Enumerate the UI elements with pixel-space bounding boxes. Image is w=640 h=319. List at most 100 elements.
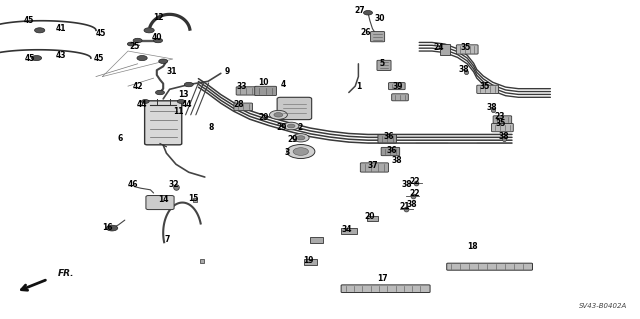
Circle shape bbox=[296, 136, 305, 140]
Text: 42: 42 bbox=[132, 82, 143, 91]
Text: 11: 11 bbox=[173, 107, 184, 116]
Text: 22: 22 bbox=[410, 189, 420, 198]
Text: 38: 38 bbox=[401, 180, 412, 189]
Circle shape bbox=[144, 28, 154, 33]
Circle shape bbox=[137, 56, 147, 61]
Circle shape bbox=[284, 122, 299, 130]
Text: SV43-B0402A: SV43-B0402A bbox=[579, 303, 627, 309]
Text: 36: 36 bbox=[387, 146, 397, 155]
Text: 29: 29 bbox=[276, 123, 287, 132]
Text: 24: 24 bbox=[433, 43, 444, 52]
Text: 6: 6 bbox=[118, 134, 123, 143]
FancyBboxPatch shape bbox=[381, 147, 400, 156]
Text: 17: 17 bbox=[378, 274, 388, 283]
Text: 2: 2 bbox=[297, 123, 302, 132]
Text: 46: 46 bbox=[128, 180, 138, 189]
Bar bbox=[310, 237, 323, 243]
Text: 44: 44 bbox=[182, 100, 192, 109]
FancyBboxPatch shape bbox=[492, 123, 513, 132]
Text: 3: 3 bbox=[284, 148, 289, 157]
Text: 18: 18 bbox=[467, 242, 477, 251]
Text: 15: 15 bbox=[188, 194, 198, 203]
Text: 38: 38 bbox=[406, 200, 417, 209]
FancyBboxPatch shape bbox=[255, 86, 276, 96]
Text: 4: 4 bbox=[280, 80, 285, 89]
Circle shape bbox=[177, 100, 185, 103]
Text: 40: 40 bbox=[152, 33, 162, 42]
FancyBboxPatch shape bbox=[146, 196, 174, 210]
Text: 16: 16 bbox=[102, 223, 113, 232]
Text: 35: 35 bbox=[480, 82, 490, 91]
Circle shape bbox=[31, 56, 42, 61]
Text: 32: 32 bbox=[169, 180, 179, 189]
FancyBboxPatch shape bbox=[388, 83, 405, 90]
Circle shape bbox=[141, 100, 149, 103]
Text: 22: 22 bbox=[410, 177, 420, 186]
Text: 45: 45 bbox=[24, 16, 34, 25]
Text: 30: 30 bbox=[374, 14, 385, 23]
Text: 29: 29 bbox=[259, 113, 269, 122]
FancyBboxPatch shape bbox=[236, 87, 257, 95]
FancyBboxPatch shape bbox=[447, 263, 532, 270]
FancyBboxPatch shape bbox=[378, 135, 397, 143]
Text: 13: 13 bbox=[179, 90, 189, 99]
FancyBboxPatch shape bbox=[277, 97, 312, 120]
Text: 19: 19 bbox=[303, 256, 314, 265]
Text: 29: 29 bbox=[287, 135, 298, 144]
Text: 9: 9 bbox=[225, 67, 230, 76]
Bar bbox=[304, 259, 317, 265]
Text: 45: 45 bbox=[96, 29, 106, 38]
Circle shape bbox=[293, 148, 308, 155]
Text: 38: 38 bbox=[459, 65, 469, 74]
Circle shape bbox=[269, 110, 287, 119]
Text: 45: 45 bbox=[25, 54, 35, 63]
Circle shape bbox=[184, 82, 193, 87]
Text: 21: 21 bbox=[399, 202, 410, 211]
FancyBboxPatch shape bbox=[360, 163, 388, 172]
FancyBboxPatch shape bbox=[145, 101, 182, 145]
Text: 43: 43 bbox=[56, 51, 66, 60]
Circle shape bbox=[127, 42, 135, 46]
Bar bbox=[440, 44, 450, 55]
Text: 26: 26 bbox=[361, 28, 371, 37]
FancyBboxPatch shape bbox=[377, 60, 391, 70]
Circle shape bbox=[159, 59, 168, 63]
Circle shape bbox=[106, 225, 118, 231]
Text: 25: 25 bbox=[129, 42, 140, 51]
Text: 27: 27 bbox=[355, 6, 365, 15]
Text: 10: 10 bbox=[259, 78, 269, 87]
Text: 41: 41 bbox=[56, 24, 66, 33]
Text: 36: 36 bbox=[384, 132, 394, 141]
Text: 8: 8 bbox=[209, 123, 214, 132]
Text: 14: 14 bbox=[158, 195, 168, 204]
Circle shape bbox=[292, 134, 309, 142]
Circle shape bbox=[35, 28, 45, 33]
Circle shape bbox=[287, 124, 295, 128]
Text: 12: 12 bbox=[153, 13, 163, 22]
Text: 20: 20 bbox=[365, 212, 375, 221]
Text: FR.: FR. bbox=[58, 269, 74, 278]
Text: 1: 1 bbox=[356, 82, 361, 91]
FancyBboxPatch shape bbox=[341, 285, 430, 293]
Text: 35: 35 bbox=[495, 119, 506, 128]
Text: 35: 35 bbox=[461, 43, 471, 52]
Bar bbox=[341, 228, 357, 234]
Text: 5: 5 bbox=[380, 59, 385, 68]
FancyBboxPatch shape bbox=[392, 94, 408, 101]
FancyBboxPatch shape bbox=[477, 85, 499, 93]
Circle shape bbox=[133, 38, 142, 43]
Text: 23: 23 bbox=[494, 112, 504, 121]
FancyBboxPatch shape bbox=[371, 32, 385, 42]
Circle shape bbox=[287, 145, 315, 159]
Circle shape bbox=[154, 38, 163, 43]
Text: 33: 33 bbox=[236, 82, 246, 91]
Text: 34: 34 bbox=[342, 225, 352, 234]
Circle shape bbox=[364, 11, 372, 15]
Text: 45: 45 bbox=[94, 54, 104, 63]
FancyBboxPatch shape bbox=[456, 45, 478, 54]
Text: 44: 44 bbox=[137, 100, 147, 109]
Text: 37: 37 bbox=[367, 161, 378, 170]
Text: 38: 38 bbox=[487, 103, 497, 112]
Text: 39: 39 bbox=[393, 82, 403, 91]
Circle shape bbox=[156, 90, 164, 95]
